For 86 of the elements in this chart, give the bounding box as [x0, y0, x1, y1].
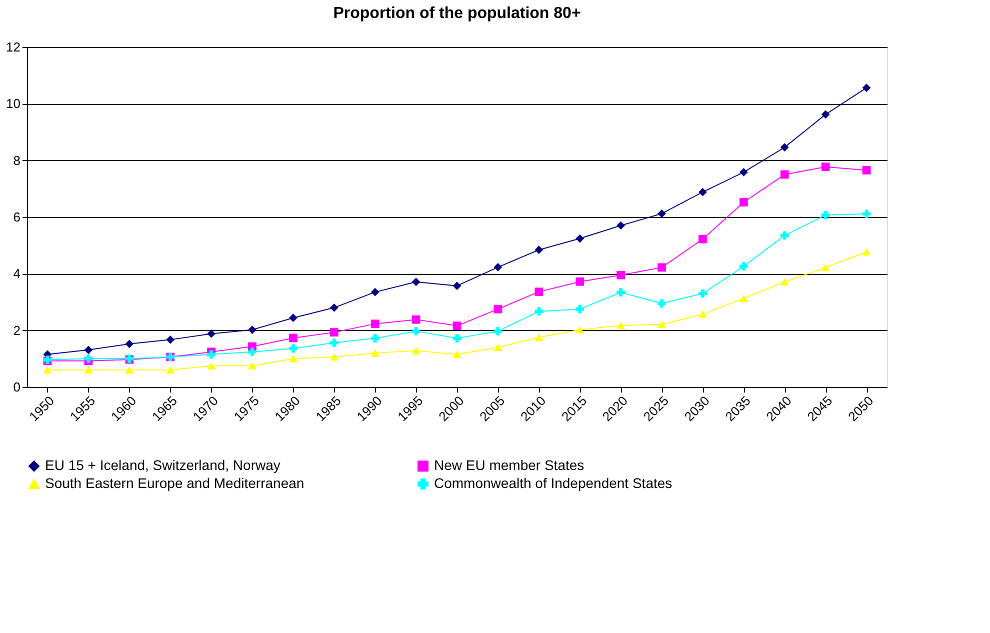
point	[330, 338, 338, 347]
y-tick-label: 12	[6, 40, 20, 54]
point	[576, 304, 584, 314]
chart-title: Proportion of the population 80+	[333, 5, 581, 22]
point	[698, 234, 707, 244]
point	[821, 264, 830, 272]
point	[616, 288, 625, 297]
y-tick-label: 2	[13, 322, 20, 338]
point	[289, 344, 298, 353]
point	[534, 288, 544, 296]
point	[780, 278, 789, 286]
y-tick-label: 6	[13, 210, 20, 224]
point	[780, 170, 789, 179]
point	[658, 263, 666, 272]
point	[330, 303, 338, 312]
point	[452, 350, 462, 358]
point	[821, 110, 830, 119]
point	[370, 334, 380, 342]
point	[125, 366, 134, 374]
y-tick-label: 8	[13, 152, 20, 168]
point	[862, 166, 871, 174]
point	[43, 366, 52, 374]
point	[248, 348, 256, 356]
point	[616, 322, 625, 330]
point	[452, 282, 462, 290]
point	[534, 246, 544, 254]
point	[780, 143, 789, 152]
point	[412, 278, 420, 286]
point	[84, 354, 93, 363]
point	[125, 340, 134, 348]
point	[494, 327, 502, 336]
point	[862, 210, 871, 218]
point	[576, 277, 584, 286]
point	[616, 270, 625, 280]
point	[821, 210, 830, 220]
point	[166, 366, 175, 374]
y-tick-label: 0	[13, 380, 20, 394]
point	[698, 310, 707, 318]
point	[576, 326, 584, 334]
point	[84, 346, 93, 354]
legend-label: South Eastern Europe and Mediterranean	[45, 475, 304, 491]
point	[658, 320, 666, 328]
point	[576, 234, 584, 243]
point	[248, 362, 256, 370]
legend-label: New EU member States	[434, 457, 584, 474]
point	[780, 231, 789, 240]
legend-label: EU 15 + Iceland, Switzerland, Norway	[45, 457, 280, 474]
point	[370, 320, 380, 328]
point	[330, 328, 338, 336]
point	[494, 262, 502, 272]
point	[862, 84, 871, 92]
point	[452, 322, 462, 330]
point	[289, 314, 298, 322]
point	[207, 350, 216, 359]
point	[739, 294, 748, 302]
point	[739, 168, 748, 176]
point	[616, 221, 625, 230]
y-tick-label: 4	[13, 266, 20, 282]
point	[412, 315, 420, 324]
point	[412, 347, 420, 354]
point	[739, 198, 748, 206]
point	[698, 289, 707, 298]
y-tick-label: 10	[6, 96, 20, 112]
point	[452, 334, 462, 342]
point	[289, 334, 298, 342]
point	[739, 262, 748, 270]
point	[494, 344, 502, 351]
point	[494, 304, 502, 314]
point	[207, 362, 216, 370]
point	[698, 188, 707, 196]
point	[207, 330, 216, 338]
point	[658, 209, 666, 218]
point	[534, 334, 544, 342]
legend-label: Commonwealth of Independent States	[434, 475, 672, 491]
point	[412, 327, 420, 336]
point	[821, 162, 830, 172]
point	[84, 366, 93, 374]
point	[658, 299, 666, 308]
point	[166, 336, 175, 344]
point	[370, 288, 380, 296]
point	[370, 349, 380, 357]
point	[330, 353, 338, 361]
point	[534, 307, 544, 316]
point	[289, 355, 298, 362]
point	[248, 326, 256, 334]
point	[862, 248, 871, 256]
